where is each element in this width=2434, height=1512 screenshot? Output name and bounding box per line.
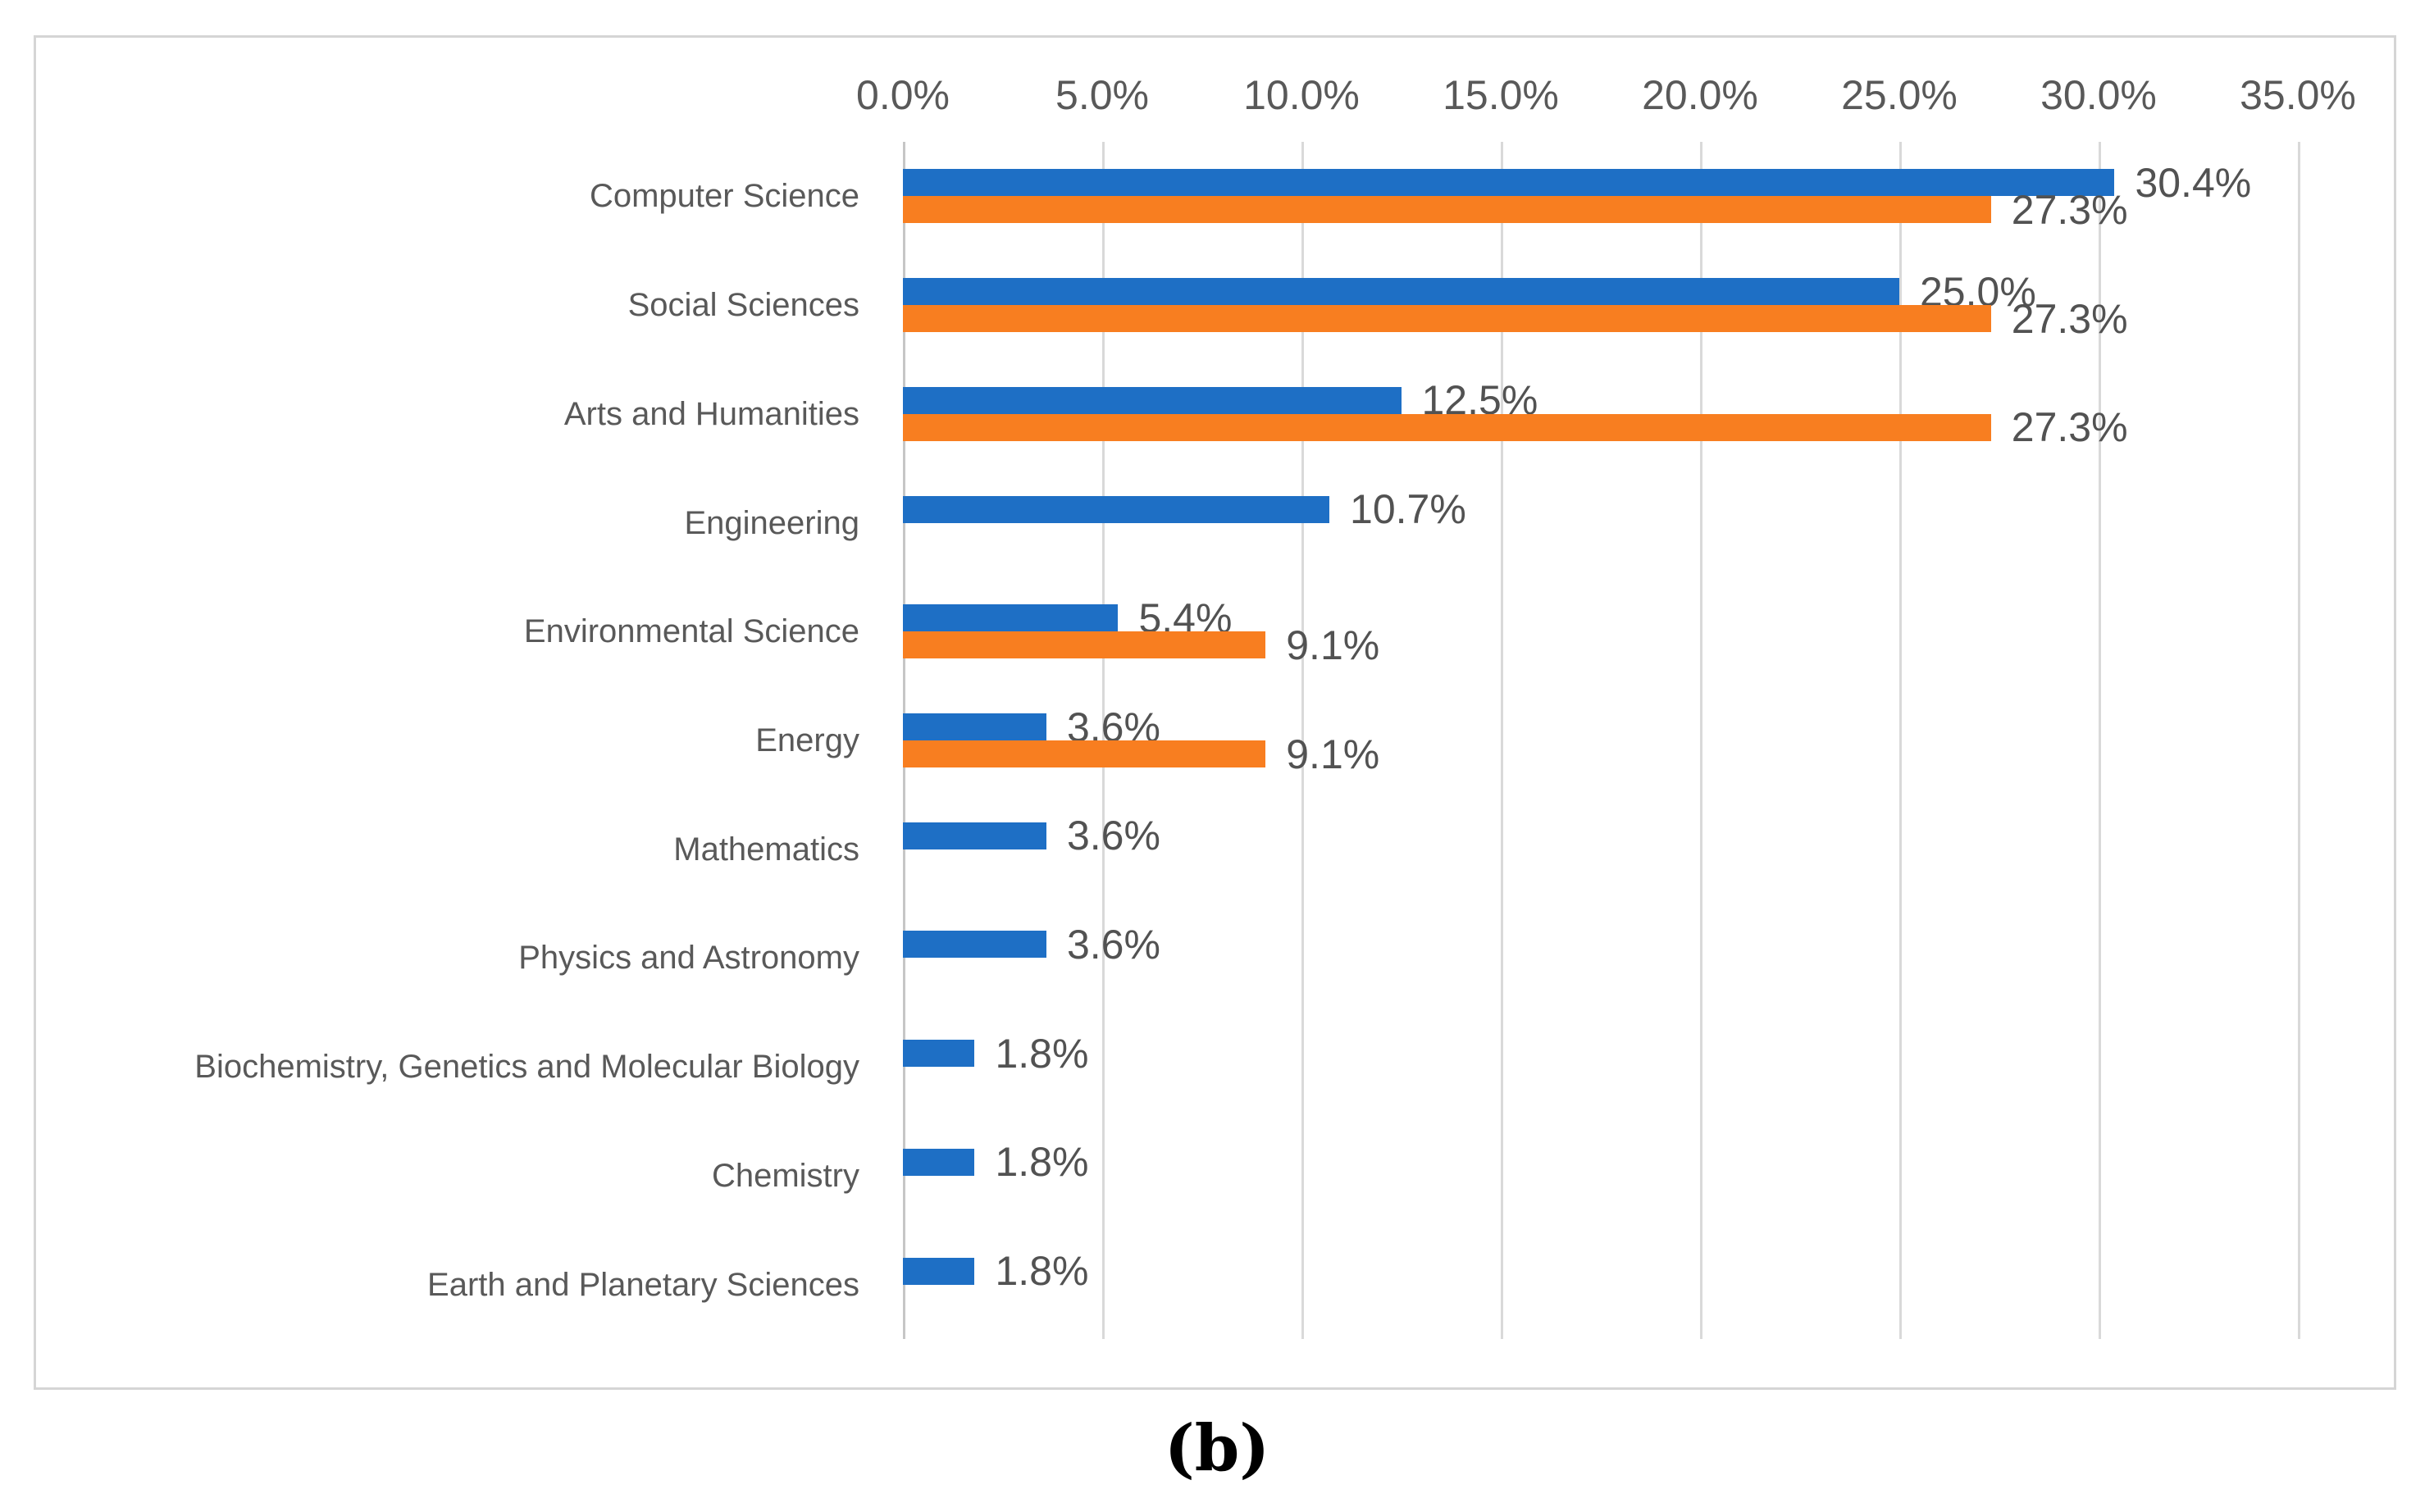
category-label: Energy (755, 722, 859, 758)
x-axis-tick-label: 20.0% (1642, 72, 1758, 118)
gridline (1700, 142, 1702, 1339)
bar-series-blue (903, 822, 1046, 849)
bar-series-orange (903, 196, 1991, 224)
category-label: Engineering (684, 504, 860, 541)
bar-series-blue (903, 713, 1046, 740)
data-label-series-orange: 9.1% (1286, 731, 1380, 777)
gridline (1301, 142, 1304, 1339)
data-label-series-blue: 10.7% (1350, 486, 1466, 533)
bar-series-orange (903, 413, 1991, 441)
data-label-series-blue: 30.4% (2135, 159, 2252, 206)
category-label: Computer Science (589, 178, 859, 215)
x-axis-tick-label: 10.0% (1243, 72, 1360, 118)
x-axis-tick-label: 0.0% (856, 72, 950, 118)
data-label-series-orange: 27.3% (2011, 186, 2128, 233)
category-label: Earth and Planetary Sciences (427, 1266, 859, 1303)
x-axis-tick-label: 15.0% (1443, 72, 1559, 118)
x-axis-tick-label: 25.0% (1841, 72, 1958, 118)
data-label-series-orange: 9.1% (1286, 622, 1380, 668)
category-label: Mathematics (673, 831, 859, 868)
category-label: Biochemistry, Genetics and Molecular Bio… (194, 1049, 859, 1086)
category-label: Social Sciences (627, 287, 859, 324)
category-label: Chemistry (711, 1157, 859, 1194)
data-label-series-orange: 27.3% (2011, 404, 2128, 451)
category-label: Environmental Science (523, 613, 859, 650)
gridline (1899, 142, 1902, 1339)
data-label-series-blue: 1.8% (995, 1030, 1089, 1077)
bar-series-blue (903, 495, 1330, 523)
bar-series-orange (903, 631, 1266, 659)
bar-series-blue (903, 931, 1046, 959)
bar-series-blue (903, 604, 1119, 632)
figure-caption: (b) (1164, 1411, 1270, 1486)
chart-area: 0.0% 5.0% 10.0% 15.0% 20.0% 25.0% 30.0% 35.0% Co… (34, 35, 2396, 1390)
bar-series-blue (903, 1148, 975, 1176)
data-label-series-blue: 3.6% (1066, 921, 1160, 968)
x-axis-tick-label: 35.0% (2240, 72, 2356, 118)
data-label-series-blue: 3.6% (1066, 813, 1160, 859)
bar-series-blue (903, 1040, 975, 1068)
gridline (2099, 142, 2101, 1339)
data-label-series-orange: 27.3% (2011, 295, 2128, 342)
x-axis-tick-label: 30.0% (2040, 72, 2157, 118)
bar-series-blue (903, 169, 2115, 197)
bar-series-blue (903, 278, 1899, 306)
bar-series-orange (903, 740, 1266, 767)
x-axis-tick-label: 5.0% (1055, 72, 1149, 118)
bar-series-blue (903, 1257, 975, 1285)
bar-series-blue (903, 386, 1402, 414)
data-label-series-blue: 1.8% (995, 1139, 1089, 1186)
bar-series-orange (903, 305, 1991, 333)
data-label-series-blue: 1.8% (995, 1248, 1089, 1295)
gridline (2298, 142, 2300, 1339)
category-label: Physics and Astronomy (518, 940, 859, 977)
category-label: Arts and Humanities (563, 395, 859, 432)
gridline (1501, 142, 1503, 1339)
